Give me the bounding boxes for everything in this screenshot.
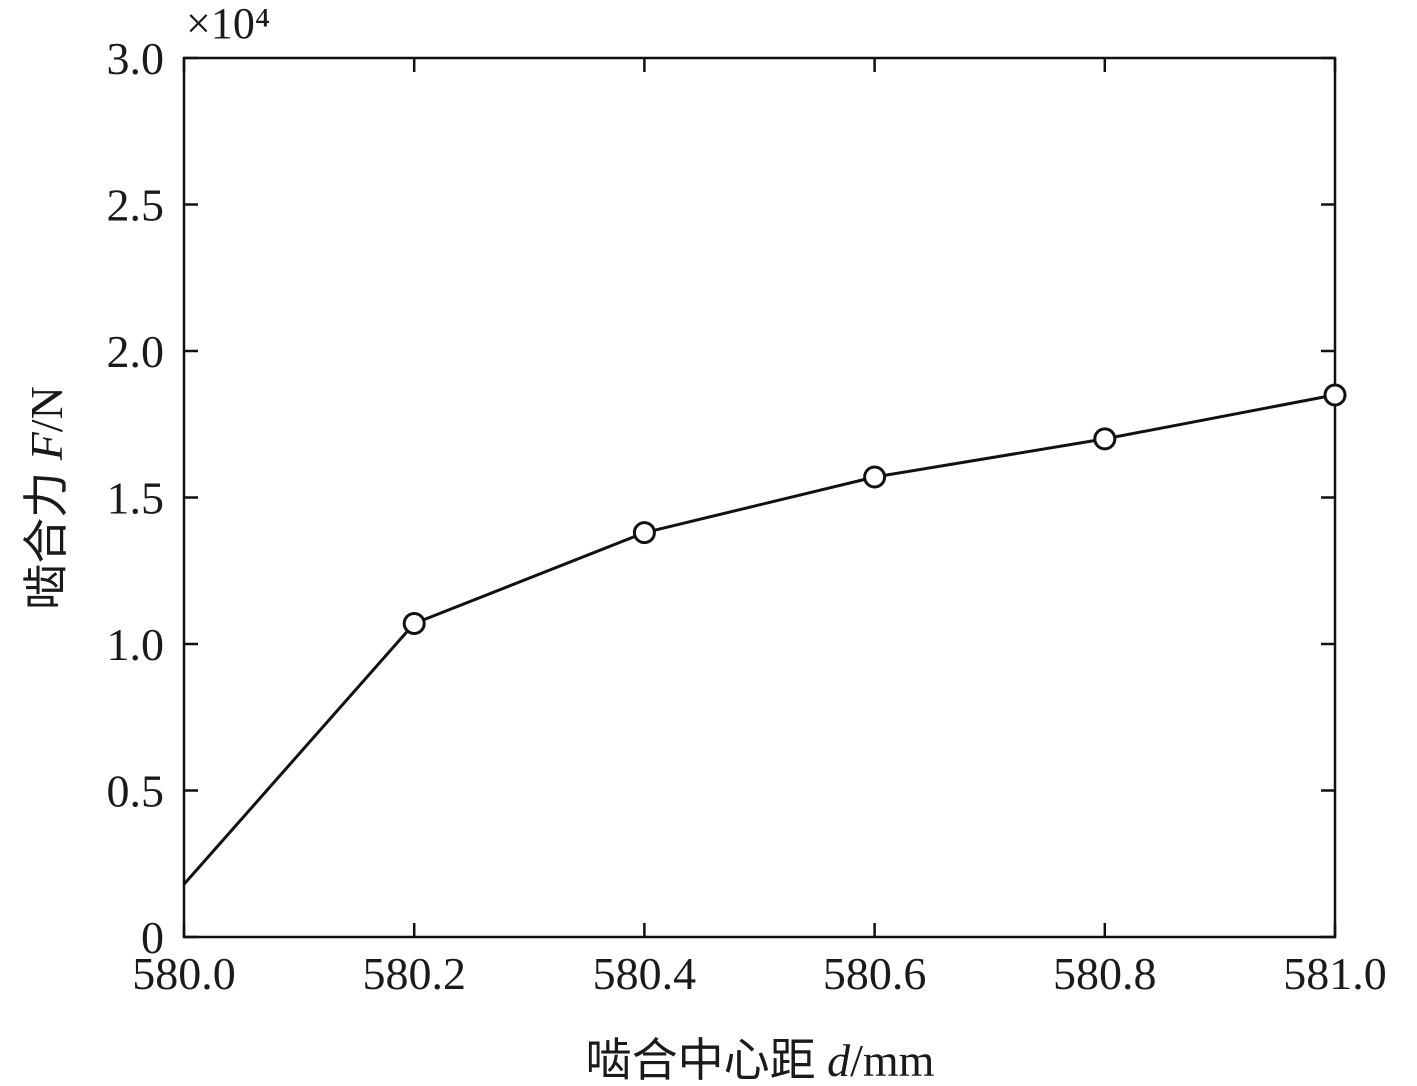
series-layer	[182, 383, 1347, 886]
y-axis-title-prefix: 啮合力	[21, 460, 72, 610]
y-multiplier-label: ×10⁴	[186, 0, 270, 48]
x-tick-label: 580.2	[362, 948, 466, 999]
data-point-marker	[632, 521, 656, 545]
y-tick-label: 1.5	[107, 473, 165, 524]
y-tick-label: 0.5	[107, 766, 165, 817]
y-axis-title: 啮合力 F/N	[21, 386, 72, 610]
plot-border	[182, 56, 1337, 939]
series-line	[182, 393, 1336, 886]
y-axis-title-unit: /N	[21, 386, 72, 432]
x-tick-label: 580.6	[823, 948, 927, 999]
x-tick-label: 580.4	[593, 948, 697, 999]
x-tick-label: 581.0	[1283, 948, 1387, 999]
x-axis-title: 啮合中心距 d/mm	[586, 1035, 935, 1086]
ticks-layer: 580.0 580.2 580.4 580.6 580.8 581.0 0 0.5 1.0 1.5…	[107, 33, 1387, 999]
y-tick-label: 0	[141, 912, 164, 963]
y-axis-title-var: F	[21, 431, 72, 461]
y-tick-label: 2.0	[107, 326, 165, 377]
data-point-marker	[1323, 383, 1347, 407]
y-tick-label: 3.0	[107, 33, 165, 84]
x-tick-label: 580.8	[1053, 948, 1157, 999]
y-tick-label: 1.0	[107, 619, 165, 670]
data-point-marker	[863, 465, 887, 489]
x-axis-title-var: d	[827, 1035, 851, 1086]
data-point-marker	[402, 611, 426, 635]
plot-frame	[182, 56, 1337, 939]
x-tick-label: 580.0	[132, 948, 236, 999]
data-point-marker	[1093, 427, 1117, 451]
y-tick-label: 2.5	[107, 180, 165, 231]
x-axis-title-prefix: 啮合中心距	[586, 1035, 828, 1086]
x-axis-title-unit: /mm	[850, 1035, 935, 1086]
